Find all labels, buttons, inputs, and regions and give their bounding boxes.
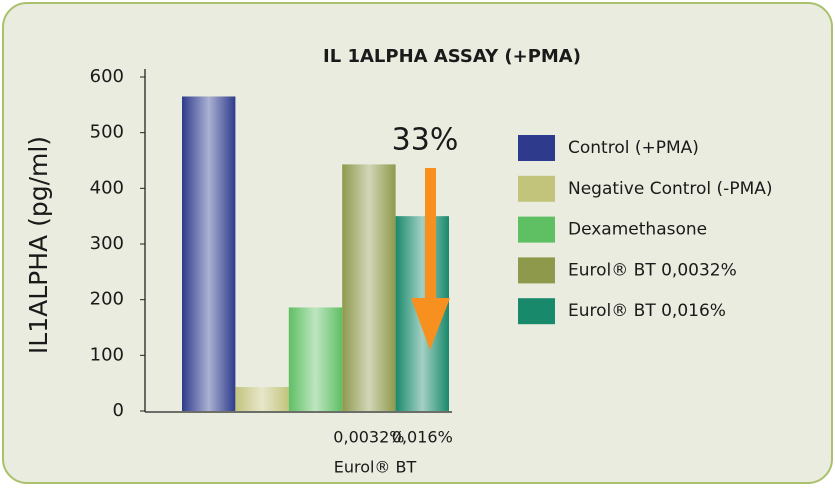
y-tick-label: 600 — [90, 66, 124, 87]
arrow-head — [411, 298, 450, 350]
y-tick-label: 0 — [113, 400, 124, 421]
y-tick-label: 200 — [90, 289, 124, 310]
legend-label: Dexamethasone — [568, 220, 707, 240]
legend-swatch — [518, 298, 555, 325]
legend-label: Negative Control (-PMA) — [568, 179, 773, 199]
y-axis-label: IL1ALPHA (pg/ml) — [24, 136, 53, 354]
y-tick-label: 100 — [90, 344, 124, 365]
y-tick-label: 400 — [90, 177, 124, 198]
x-axis-label: Eurol® BT — [334, 458, 417, 477]
legend-swatch — [518, 216, 555, 243]
bar — [342, 164, 396, 411]
legend-label: Eurol® BT 0,0032% — [568, 260, 737, 280]
arrow-shaft — [425, 168, 436, 303]
bar — [235, 387, 289, 411]
chart-title: IL 1ALPHA ASSAY (+PMA) — [323, 46, 581, 67]
bar — [288, 307, 343, 411]
x-tick-label: 0,016% — [392, 428, 453, 447]
y-tick-label: 500 — [90, 122, 124, 143]
legend-label: Control (+PMA) — [568, 138, 699, 158]
annotation: 33% — [392, 123, 459, 158]
legend-label: Eurol® BT 0,016% — [568, 301, 726, 321]
y-tick-label: 300 — [90, 233, 124, 254]
legend-swatch — [518, 257, 555, 284]
bar — [182, 96, 236, 411]
x-tick-label: 0,0032% — [333, 428, 404, 447]
legend-swatch — [518, 135, 555, 161]
legend-swatch — [518, 175, 555, 202]
